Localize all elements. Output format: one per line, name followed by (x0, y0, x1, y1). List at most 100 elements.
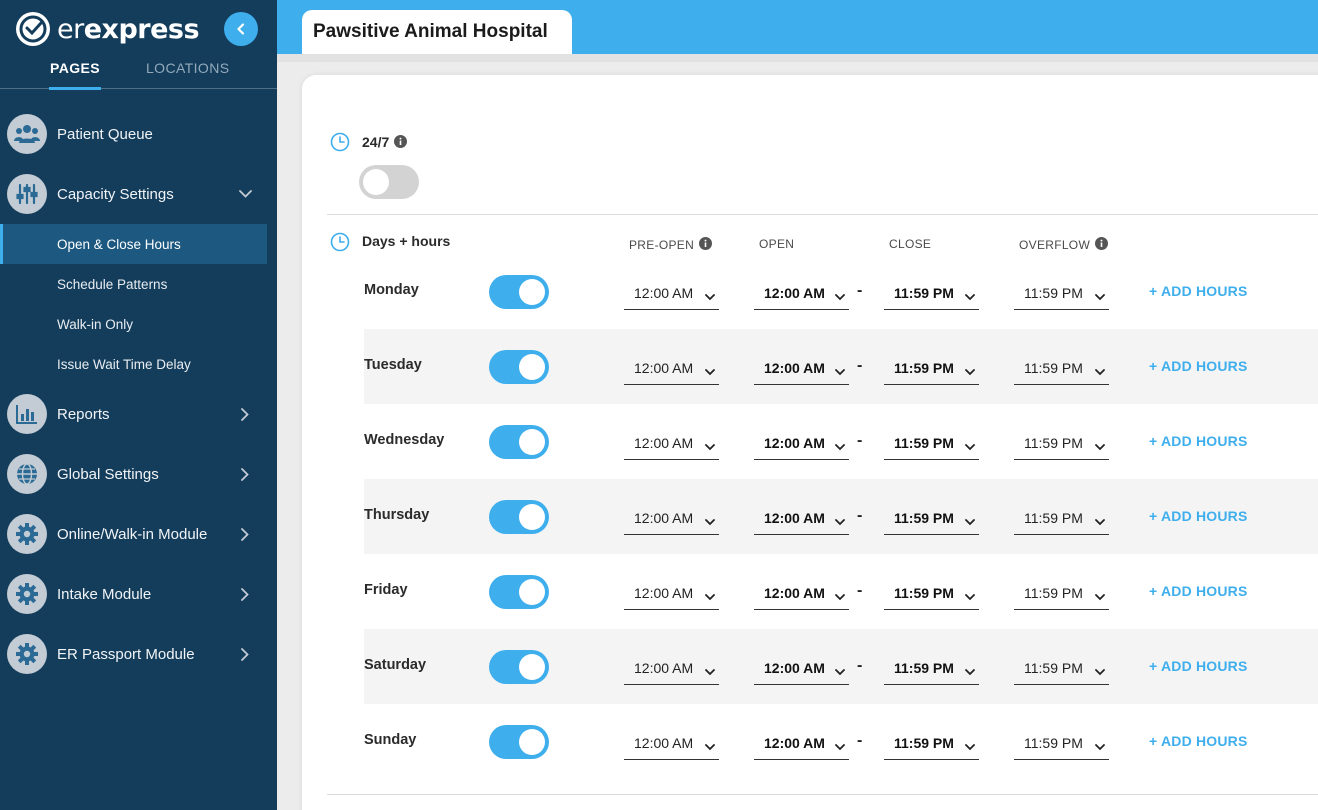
time-range-dash: - (857, 732, 863, 749)
sidebar-tabs: PAGES LOCATIONS (0, 60, 277, 90)
pre-open-time-select[interactable]: 12:00 AM (624, 349, 719, 385)
time-value: 12:00 AM (764, 735, 825, 751)
sidebar-item-label: ER Passport Module (57, 645, 195, 663)
add-hours-button[interactable]: + ADD HOURS (1149, 733, 1248, 749)
sidebar-item-er-passport-module[interactable]: ER Passport Module (0, 624, 277, 684)
overflow-time-select[interactable]: 11:59 PM (1014, 649, 1109, 685)
page-title: Pawsitive Animal Hospital (313, 21, 548, 42)
chevron-down-icon (965, 519, 975, 526)
overflow-time-select[interactable]: 11:59 PM (1014, 349, 1109, 385)
time-value: 12:00 AM (634, 660, 694, 676)
header-shadow (277, 54, 1318, 62)
chevron-down-icon (1095, 294, 1105, 301)
close-time-select[interactable]: 11:59 PM (884, 724, 979, 760)
collapse-sidebar-button[interactable] (224, 12, 258, 46)
chevron-down-icon (965, 594, 975, 601)
day-enabled-toggle[interactable] (489, 275, 549, 309)
day-name: Friday (364, 582, 408, 598)
close-time-select[interactable]: 11:59 PM (884, 574, 979, 610)
open-time-select[interactable]: 12:00 AM (754, 349, 849, 385)
close-time-select[interactable]: 11:59 PM (884, 349, 979, 385)
time-value: 11:59 PM (1024, 285, 1083, 301)
sidebar-item-patient-queue[interactable]: Patient Queue (0, 104, 277, 164)
day-enabled-toggle[interactable] (489, 725, 549, 759)
day-enabled-toggle[interactable] (489, 500, 549, 534)
sidebar-subitem-open-close-hours[interactable]: Open & Close Hours (0, 224, 267, 264)
add-hours-button[interactable]: + ADD HOURS (1149, 583, 1248, 599)
brand-logo[interactable]: erexpress (16, 11, 200, 47)
chevron-down-icon (238, 187, 252, 201)
day-enabled-toggle[interactable] (489, 650, 549, 684)
sidebar-item-global-settings[interactable]: Global Settings (0, 444, 277, 504)
info-icon[interactable] (1095, 237, 1109, 250)
open-time-select[interactable]: 12:00 AM (754, 274, 849, 310)
pre-open-time-select[interactable]: 12:00 AM (624, 274, 719, 310)
sidebar-item-online-walk-in-module[interactable]: Online/Walk-in Module (0, 504, 277, 564)
pre-open-time-select[interactable]: 12:00 AM (624, 649, 719, 685)
chevron-down-icon (705, 669, 715, 676)
day-enabled-toggle[interactable] (489, 350, 549, 384)
open-time-select[interactable]: 12:00 AM (754, 649, 849, 685)
overflow-time-select[interactable]: 11:59 PM (1014, 274, 1109, 310)
sidebar-item-capacity-settings[interactable]: Capacity Settings (0, 164, 277, 224)
overflow-time-select[interactable]: 11:59 PM (1014, 574, 1109, 610)
time-value: 11:59 PM (1024, 510, 1083, 526)
close-time-select[interactable]: 11:59 PM (884, 274, 979, 310)
close-time-select[interactable]: 11:59 PM (884, 424, 979, 460)
add-hours-button[interactable]: + ADD HOURS (1149, 658, 1248, 674)
add-hours-button[interactable]: + ADD HOURS (1149, 508, 1248, 524)
page-title-tab[interactable]: Pawsitive Animal Hospital (302, 10, 572, 54)
day-row-monday: Monday 12:00 AM 12:00 AM 11:59 PM 11:59 PM - +… (364, 254, 1318, 329)
pre-open-time-select[interactable]: 12:00 AM (624, 724, 719, 760)
sidebar-item-intake-module[interactable]: Intake Module (0, 564, 277, 624)
chevron-down-icon (835, 444, 845, 451)
overflow-time-select[interactable]: 11:59 PM (1014, 499, 1109, 535)
time-value: 12:00 AM (764, 510, 825, 526)
chevron-down-icon (835, 744, 845, 751)
time-value: 12:00 AM (634, 735, 694, 751)
time-value: 11:59 PM (894, 435, 954, 451)
always-open-toggle[interactable] (359, 165, 419, 199)
open-time-select[interactable]: 12:00 AM (754, 724, 849, 760)
column-header-label: OVERFLOW (1019, 238, 1091, 252)
add-hours-button[interactable]: + ADD HOURS (1149, 358, 1248, 374)
sidebar-subitem-schedule-patterns[interactable]: Schedule Patterns (0, 264, 267, 304)
time-value: 11:59 PM (894, 585, 954, 601)
add-hours-button[interactable]: + ADD HOURS (1149, 433, 1248, 449)
open-time-select[interactable]: 12:00 AM (754, 424, 849, 460)
close-time-select[interactable]: 11:59 PM (884, 499, 979, 535)
overflow-time-select[interactable]: 11:59 PM (1014, 724, 1109, 760)
time-range-dash: - (857, 657, 863, 674)
column-header-open: OPEN (759, 237, 795, 251)
info-icon[interactable] (699, 237, 713, 250)
add-hours-button[interactable]: + ADD HOURS (1149, 283, 1248, 299)
gear-icon (7, 634, 47, 674)
sliders-icon (7, 174, 47, 214)
tab-pages[interactable]: PAGES (49, 60, 101, 90)
info-icon[interactable] (394, 135, 408, 148)
day-row-thursday: Thursday 12:00 AM 12:00 AM 11:59 PM 11:59 PM… (364, 479, 1318, 554)
day-enabled-toggle[interactable] (489, 425, 549, 459)
close-time-select[interactable]: 11:59 PM (884, 649, 979, 685)
sidebar-subitem-walk-in-only[interactable]: Walk-in Only (0, 304, 267, 344)
globe-icon (7, 454, 47, 494)
sidebar-item-label: Patient Queue (57, 125, 153, 143)
sidebar-item-reports[interactable]: Reports (0, 384, 277, 444)
pre-open-time-select[interactable]: 12:00 AM (624, 499, 719, 535)
open-time-select[interactable]: 12:00 AM (754, 499, 849, 535)
pre-open-time-select[interactable]: 12:00 AM (624, 574, 719, 610)
gear-icon (7, 574, 47, 614)
tab-locations[interactable]: LOCATIONS (146, 60, 230, 76)
sidebar-item-label: Reports (57, 405, 110, 423)
sidebar-item-label: Capacity Settings (57, 185, 174, 203)
overflow-time-select[interactable]: 11:59 PM (1014, 424, 1109, 460)
chevron-right-icon (238, 467, 252, 481)
open-time-select[interactable]: 12:00 AM (754, 574, 849, 610)
day-enabled-toggle[interactable] (489, 575, 549, 609)
chevron-down-icon (965, 669, 975, 676)
sidebar-subitem-issue-wait-time-delay[interactable]: Issue Wait Time Delay (0, 344, 267, 384)
day-row-sunday: Sunday 12:00 AM 12:00 AM 11:59 PM 11:59 PM - +… (364, 704, 1318, 779)
time-value: 11:59 PM (1024, 660, 1083, 676)
chevron-down-icon (965, 444, 975, 451)
pre-open-time-select[interactable]: 12:00 AM (624, 424, 719, 460)
